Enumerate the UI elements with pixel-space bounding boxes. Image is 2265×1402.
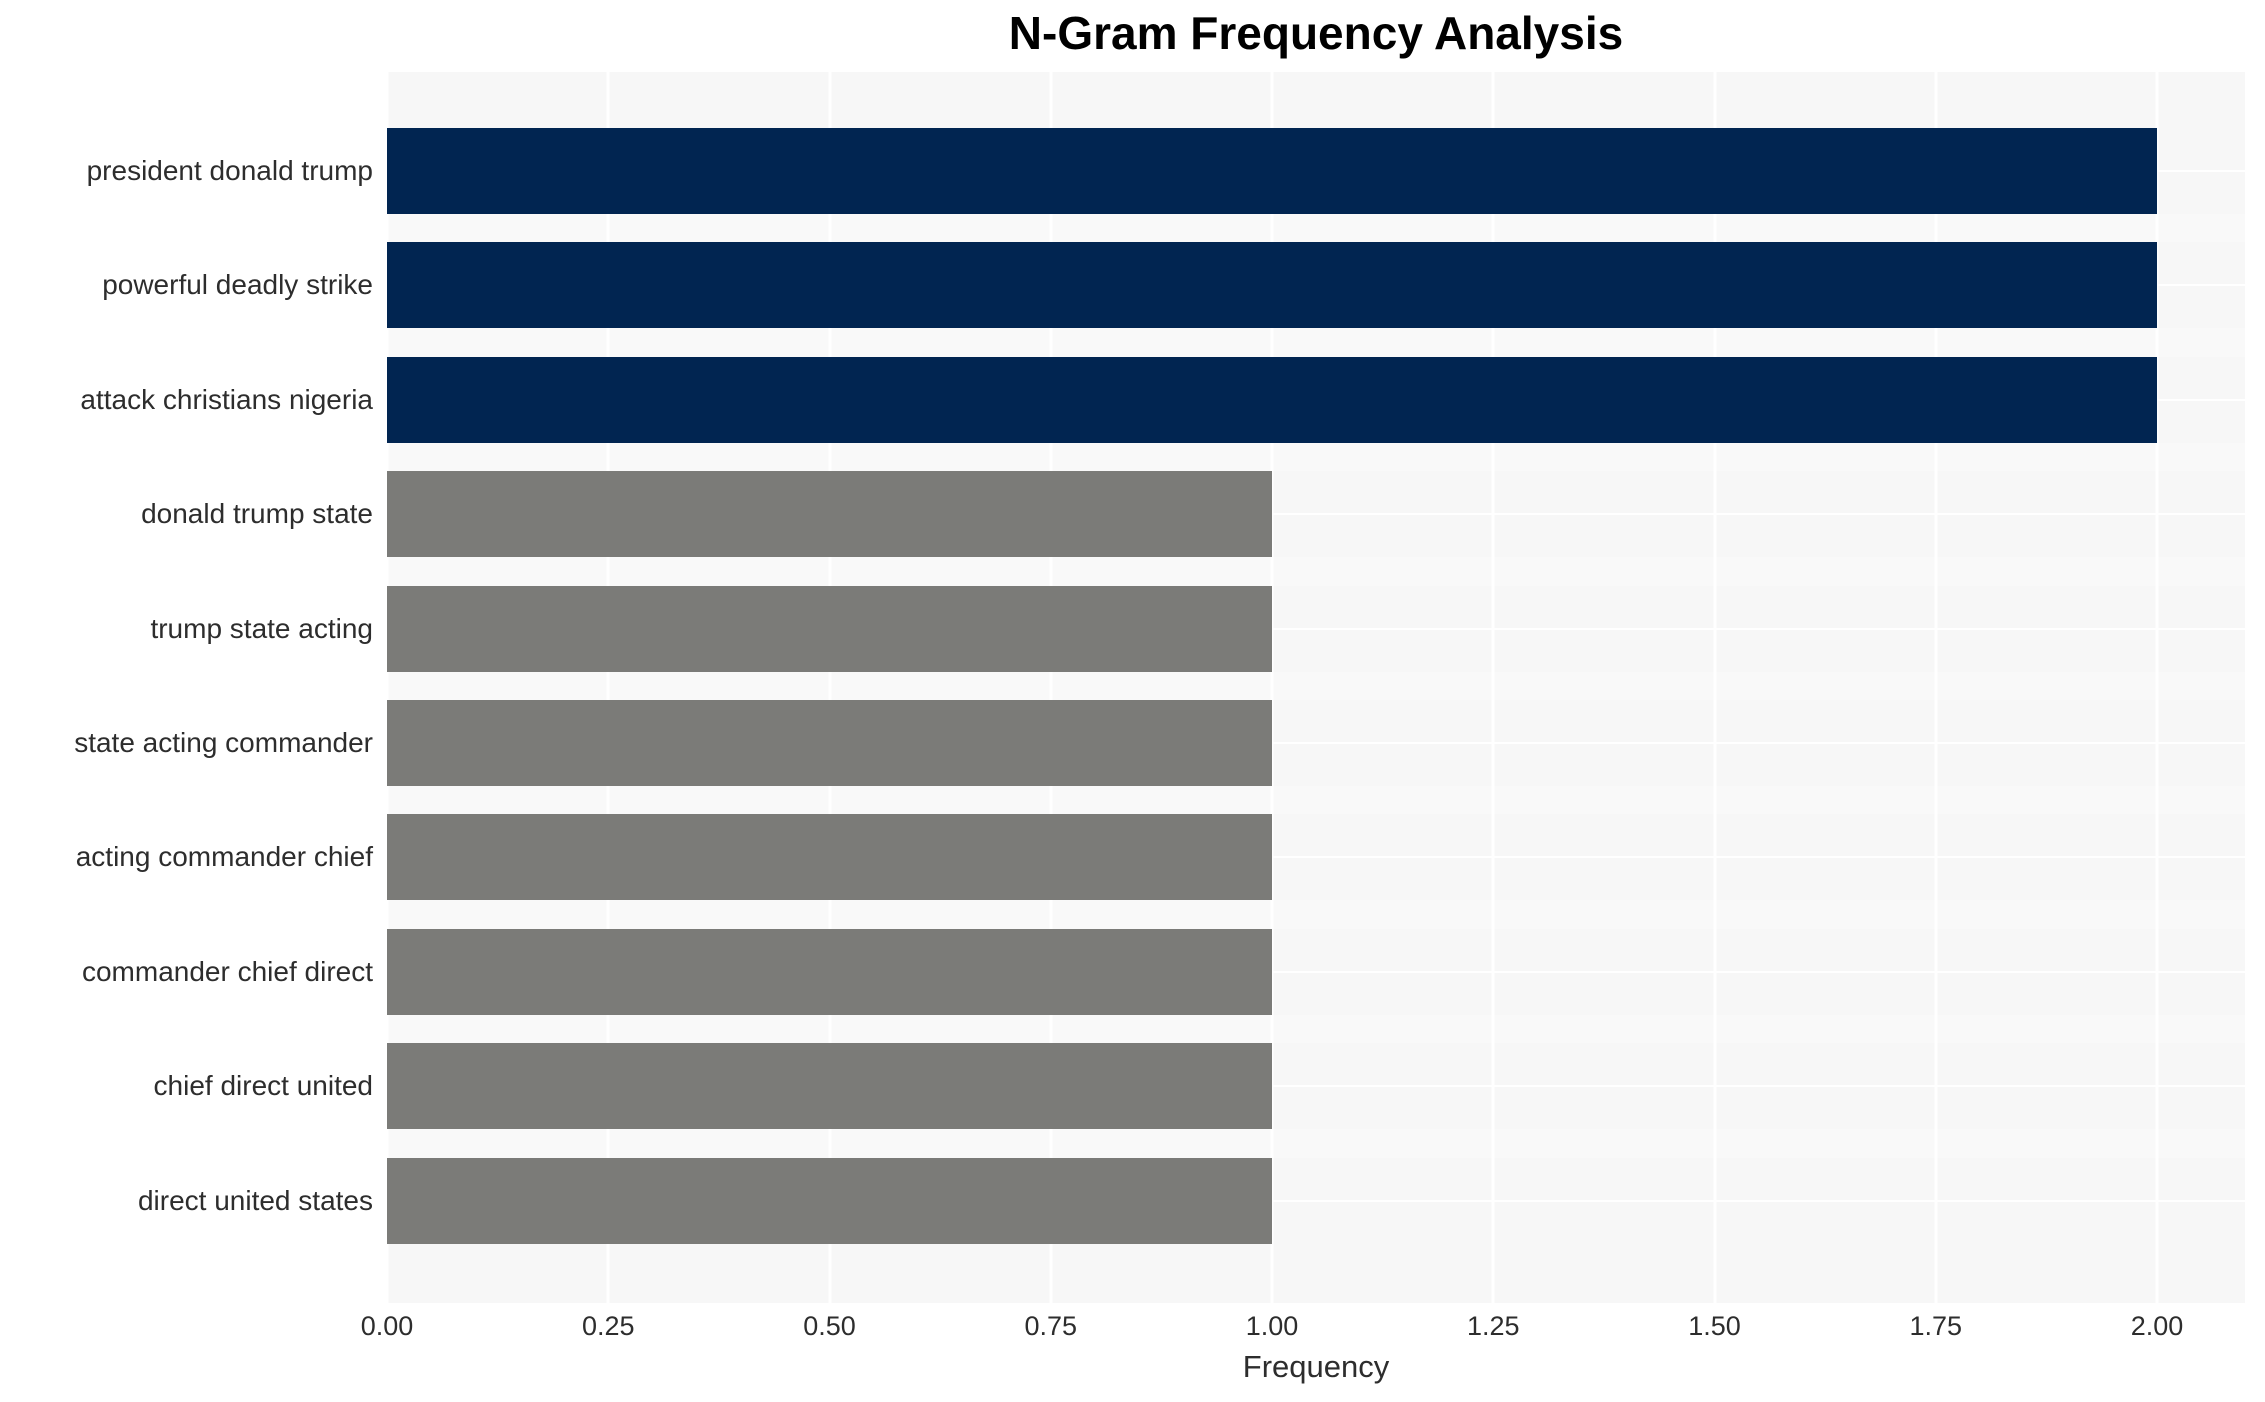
y-gridline (387, 1199, 2245, 1202)
chart-title: N-Gram Frequency Analysis (1008, 7, 1624, 59)
x-axis-tick-label: 1.50 (1688, 1311, 1741, 1341)
x-gridline (606, 72, 610, 1303)
bar (387, 700, 1272, 786)
y-axis-label: direct united states (137, 1184, 373, 1216)
row-gap-stripe (387, 786, 2245, 815)
x-gridline (1934, 72, 1938, 1303)
x-gridline (1270, 72, 1274, 1303)
y-axis-label: donald trump state (141, 498, 373, 530)
x-axis-tick-label: 0.00 (360, 1311, 414, 1341)
bar (387, 128, 2157, 214)
y-axis-label: trump state acting (150, 612, 373, 644)
row-gap-stripe (387, 328, 2245, 357)
x-axis-tick-label: 0.50 (803, 1311, 856, 1341)
y-axis-label: chief direct united (153, 1070, 373, 1102)
plot-area (387, 72, 2245, 1303)
x-axis-tick-label: 1.25 (1466, 1311, 1520, 1341)
y-axis-label: president donald trump (86, 155, 373, 186)
y-gridline (387, 627, 2245, 630)
row-gap-stripe (387, 900, 2245, 929)
x-axis-tick-label: 0.25 (581, 1311, 635, 1341)
x-gridline (1713, 72, 1716, 1303)
bar (387, 356, 2157, 443)
y-axis-label: state acting commander (74, 727, 373, 758)
row-gap-stripe (387, 214, 2245, 243)
x-axis-tick-label: 1.00 (1245, 1311, 1299, 1341)
y-gridline (387, 742, 2245, 744)
row-gap-stripe (387, 1014, 2245, 1044)
row-gap-stripe (387, 442, 2245, 472)
bar (387, 814, 1272, 901)
x-axis-tick-label: 1.75 (1909, 1311, 1963, 1341)
row-gap-stripe (387, 557, 2245, 586)
y-axis-label: powerful deadly strike (102, 269, 373, 301)
y-gridline (387, 1085, 2245, 1088)
bar (387, 471, 1272, 558)
x-gridline (2155, 72, 2159, 1303)
bar (387, 1157, 1272, 1244)
x-gridline (1491, 72, 1495, 1303)
bar (387, 242, 2157, 329)
y-axis-label: acting commander chief (75, 841, 373, 873)
bar (387, 585, 1272, 672)
x-gridline (1049, 72, 1053, 1303)
y-axis-label: commander chief direct (81, 955, 373, 987)
x-gridline (828, 72, 831, 1303)
x-gridline (387, 72, 389, 1303)
y-gridline (387, 970, 2245, 973)
x-axis-tick-label: 0.75 (1024, 1311, 1078, 1341)
row-gap-stripe (387, 671, 2245, 700)
y-axis-label: attack christians nigeria (80, 383, 373, 415)
bar (387, 1043, 1272, 1130)
y-gridline (387, 513, 2245, 516)
row-gap-stripe (387, 1129, 2245, 1158)
y-gridline (387, 856, 2245, 859)
x-axis-tick-label: 2.00 (2130, 1311, 2184, 1341)
bar (387, 928, 1272, 1015)
x-axis-title: Frequency (1242, 1349, 1390, 1384)
